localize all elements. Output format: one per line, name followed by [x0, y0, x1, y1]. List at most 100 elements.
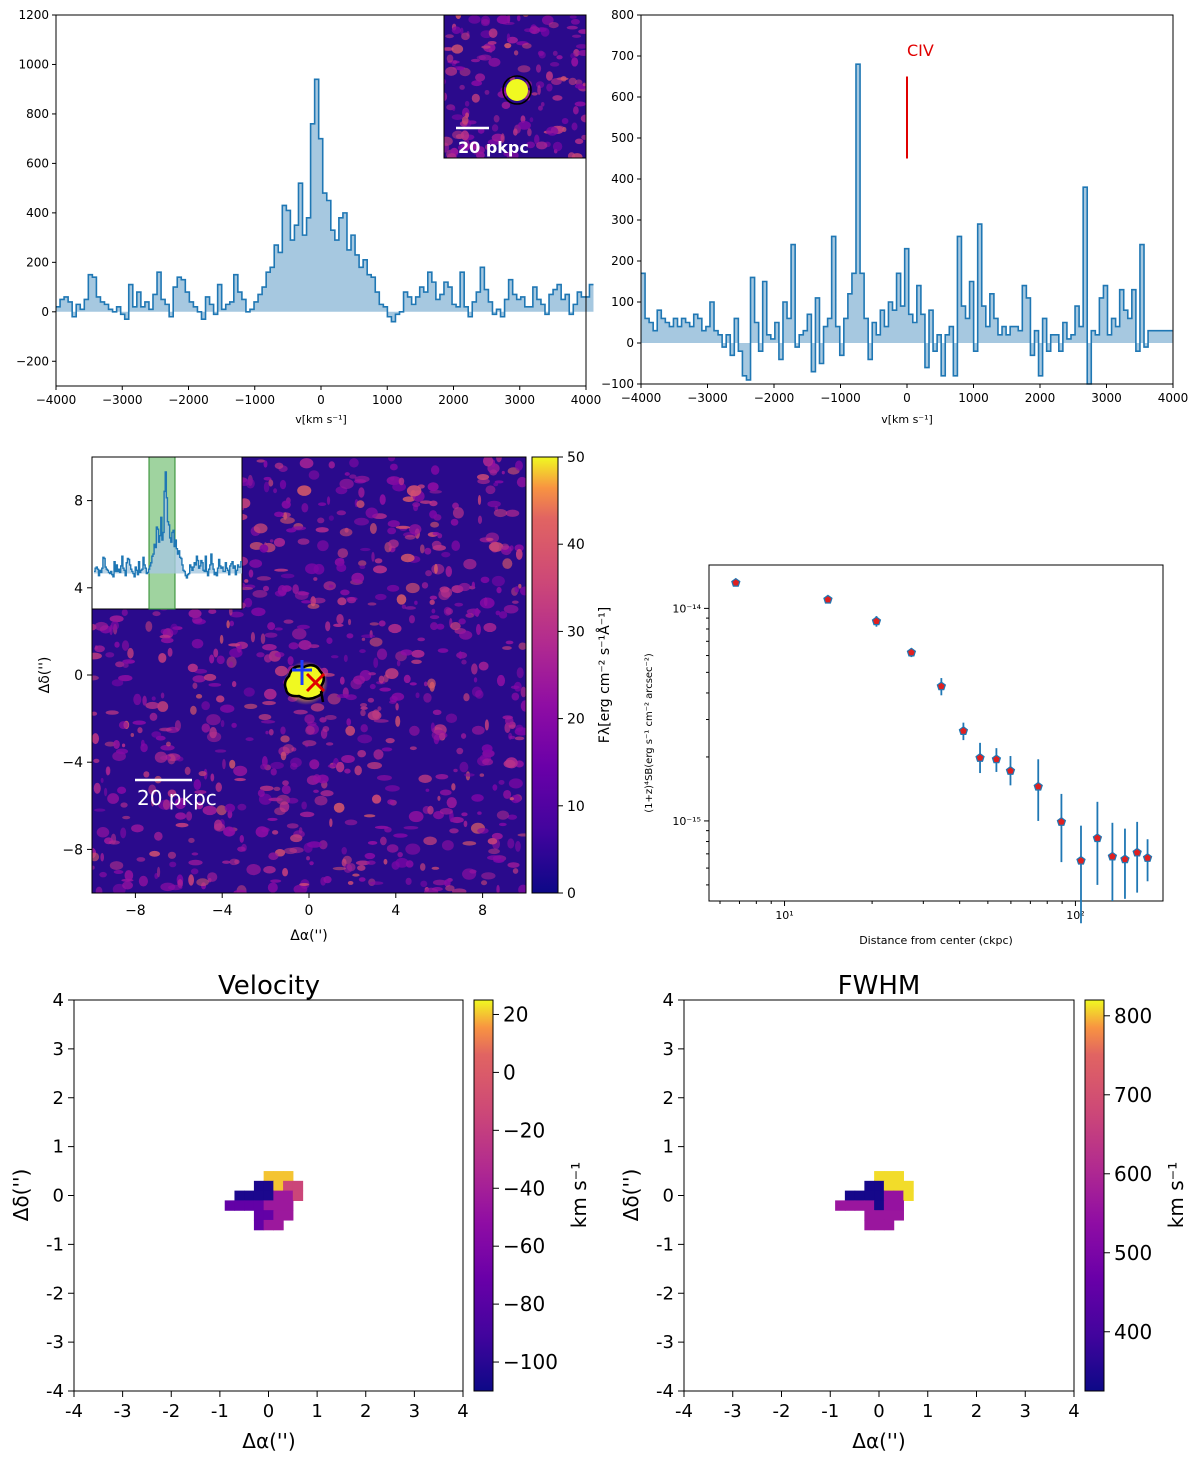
x-tick-label: 1000: [372, 393, 403, 407]
noise-blob: [550, 78, 562, 85]
noise-blob: [248, 569, 254, 578]
noise-blob: [140, 743, 148, 753]
y-tick-label: 800: [611, 8, 634, 22]
noise-blob: [451, 783, 456, 791]
map-cell: [234, 1190, 245, 1201]
noise-blob: [383, 858, 388, 865]
noise-blob: [365, 507, 378, 519]
colorbar-tick-label: 40: [567, 537, 585, 553]
civ-spectrum-line: [641, 63, 1173, 385]
noise-blob: [574, 138, 584, 145]
profile-x-axis-label: Distance from center (ckpc): [859, 934, 1013, 947]
noise-blob: [525, 141, 536, 149]
profile-point: [1056, 816, 1067, 826]
velocity-colorbar-ticks: 20 0 −20 −40 −60 −80 −100: [493, 1002, 558, 1374]
noise-blob: [451, 888, 467, 893]
noise-blob: [561, 117, 569, 125]
noise-blob: [203, 673, 217, 681]
noise-blob: [281, 784, 291, 795]
map-cell: [263, 1200, 274, 1211]
colorbar-tick-label: 600: [1114, 1162, 1152, 1186]
noise-blob: [506, 150, 519, 158]
noise-blob: [293, 709, 308, 715]
colorbar-tick-label: −80: [503, 1292, 545, 1316]
y-tick-label: 8: [74, 494, 83, 510]
noise-blob: [324, 715, 337, 721]
sb-profile-panel: 10¹ 10² 10⁻¹⁵ 10⁻¹⁴ Distance from center (c…: [644, 564, 1164, 947]
noise-blob: [92, 675, 99, 681]
noise-blob: [356, 500, 365, 508]
noise-blob: [396, 594, 407, 605]
noise-blob: [536, 141, 548, 150]
profile-point: [936, 681, 947, 691]
noise-blob: [494, 480, 504, 484]
x-tick-label: −4000: [621, 391, 662, 405]
noise-blob: [387, 799, 395, 805]
noise-blob: [395, 715, 401, 727]
x-tick-label: 3: [409, 1401, 420, 1422]
noise-blob: [481, 744, 493, 753]
map-cell: [883, 1190, 895, 1201]
noise-blob: [435, 774, 449, 780]
noise-blob: [480, 18, 490, 27]
noise-blob: [476, 146, 485, 154]
noise-blob: [313, 789, 319, 794]
noise-blob: [317, 517, 325, 524]
noise-blob: [402, 496, 415, 502]
noise-blob: [400, 649, 413, 656]
noise-blob: [302, 740, 317, 747]
noise-blob: [293, 884, 308, 893]
profile-axes-frame: [708, 564, 1164, 902]
noise-blob: [538, 51, 546, 59]
noise-blob: [568, 77, 577, 86]
noise-blob: [301, 502, 309, 513]
y-tick-label: 0: [53, 1186, 64, 1207]
noise-blob: [427, 678, 436, 689]
noise-blob: [444, 136, 453, 146]
map-cell: [273, 1219, 284, 1231]
noise-blob: [256, 576, 272, 581]
map-cell: [854, 1200, 865, 1211]
noise-blob: [491, 832, 503, 840]
nb-colorbar: [531, 456, 559, 894]
y-tick-label: 800: [26, 107, 49, 121]
noise-blob: [113, 870, 124, 875]
noise-blob: [288, 642, 299, 650]
noise-blob: [149, 850, 161, 857]
noise-blob: [398, 477, 405, 486]
noise-blob: [274, 665, 288, 677]
noise-blob: [378, 620, 386, 627]
noise-blob: [383, 674, 389, 683]
noise-blob: [465, 112, 469, 119]
noise-blob: [573, 106, 579, 115]
y-tick-label: −4: [62, 755, 83, 771]
noise-blob: [582, 82, 586, 87]
noise-blob: [191, 852, 199, 856]
noise-blob: [421, 582, 429, 589]
noise-blob: [406, 485, 422, 497]
y-tick-label: 500: [611, 131, 634, 145]
noise-blob: [430, 521, 440, 528]
noise-blob: [478, 661, 489, 671]
y-tick-label: 0: [41, 305, 49, 319]
noise-blob: [567, 152, 576, 158]
map-cell: [854, 1190, 865, 1201]
noise-blob: [231, 681, 237, 688]
noise-blob: [376, 648, 388, 660]
noise-blob: [138, 875, 149, 887]
map-cell: [273, 1190, 284, 1201]
noise-blob: [436, 623, 445, 630]
noise-blob: [444, 92, 448, 101]
x-tick-label: −1000: [234, 393, 275, 407]
noise-blob: [484, 719, 489, 731]
noise-blob: [531, 92, 538, 96]
noise-blob: [216, 655, 225, 665]
noise-blob: [286, 823, 299, 829]
noise-blob: [452, 60, 458, 64]
noise-blob: [493, 482, 499, 487]
noise-blob: [458, 144, 470, 152]
noise-blob: [430, 622, 439, 631]
noise-blob: [504, 716, 514, 726]
noise-blob: [420, 880, 428, 888]
noise-blob: [263, 460, 268, 468]
